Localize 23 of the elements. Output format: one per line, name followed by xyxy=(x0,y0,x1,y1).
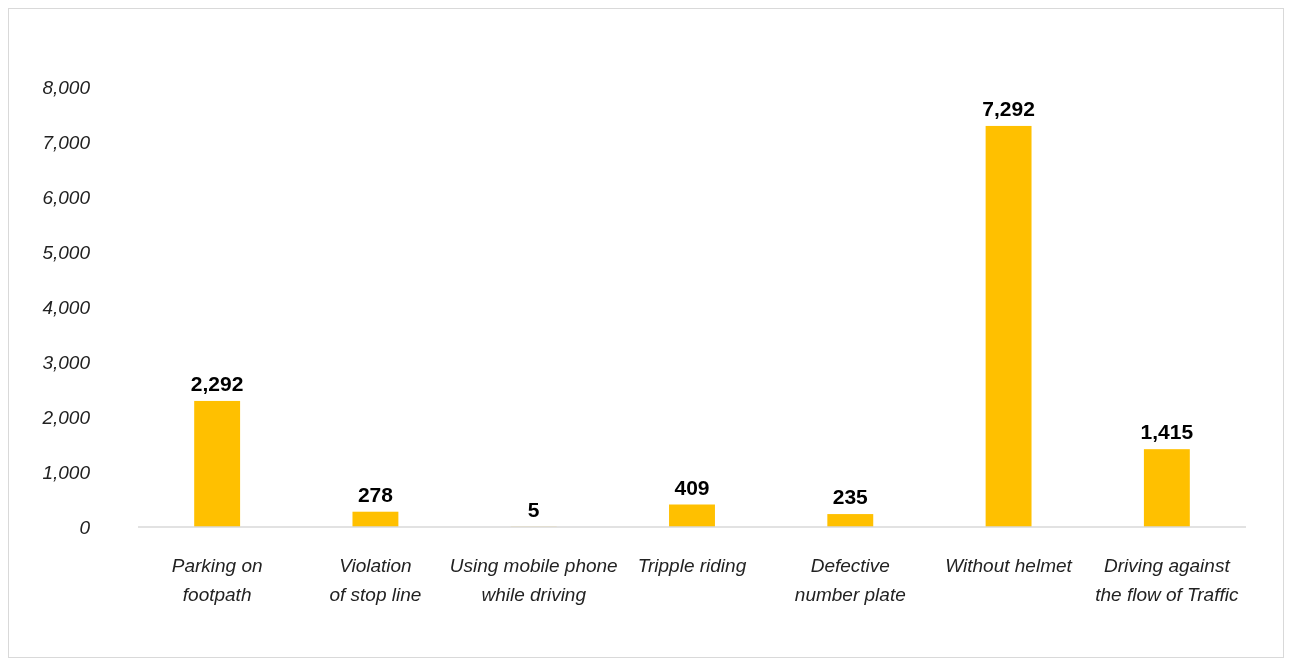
y-tick-label: 4,000 xyxy=(42,296,91,318)
data-label: 7,292 xyxy=(982,96,1035,120)
y-tick-label: 2,000 xyxy=(41,406,91,428)
y-tick-label: 3,000 xyxy=(42,351,91,373)
data-label: 235 xyxy=(832,485,869,509)
y-tick-label: 6,000 xyxy=(42,186,91,208)
y-tick-label: 7,000 xyxy=(42,131,91,153)
x-tick-label: Driving against the flow of Traffic xyxy=(1095,555,1239,605)
y-tick-label: 1,000 xyxy=(42,461,91,483)
x-tick-label: Parking on footpath xyxy=(171,555,263,605)
data-label: 278 xyxy=(357,482,394,506)
data-label: 409 xyxy=(674,475,710,499)
data-label: 1,415 xyxy=(1140,420,1194,444)
x-tick-label: Using mobile phone while driving xyxy=(449,555,618,605)
y-tick-label: 0 xyxy=(79,516,91,538)
y-tick-label: 5,000 xyxy=(42,241,91,263)
data-label: 2,292 xyxy=(190,371,244,395)
data-label: 5 xyxy=(527,497,540,521)
y-tick-label: 8,000 xyxy=(42,76,91,98)
x-tick-label: Tripple riding xyxy=(637,555,747,576)
x-tick-label: Violation of stop line xyxy=(329,555,422,605)
x-tick-label: Without helmet xyxy=(945,555,1073,576)
x-tick-label: Defective number plate xyxy=(794,555,906,605)
